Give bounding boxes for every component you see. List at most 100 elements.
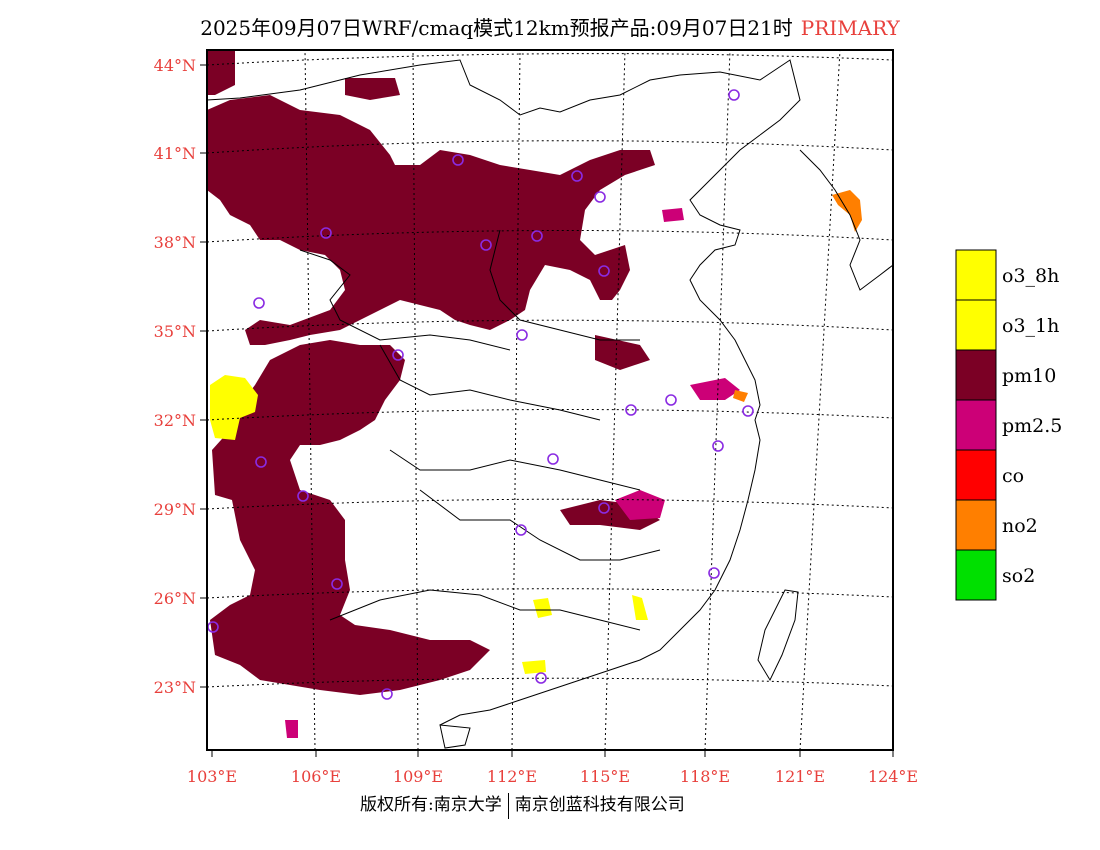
legend-label: co (1002, 465, 1024, 487)
latitude-labels: 44°N 41°N 38°N 35°N 32°N 29°N 26°N 23°N (154, 56, 196, 697)
station-marker (531, 230, 543, 242)
lat-label: 41°N (154, 144, 196, 163)
station-marker (571, 170, 583, 182)
coastline (439, 134, 761, 726)
legend-swatch-o3-8h (955, 249, 997, 301)
legend-label: pm10 (1002, 365, 1056, 387)
legend-swatch-o3-1h (955, 299, 997, 351)
pm10-region-west (210, 340, 490, 695)
station-marker (515, 524, 527, 536)
pm10-region-north-cap (207, 50, 235, 95)
meridian-118e (704, 50, 731, 750)
lon-label: 109°E (393, 767, 443, 786)
meridian-115e (604, 50, 626, 750)
lat-label: 29°N (154, 500, 196, 519)
title-main: 2025年09月07日WRF/cmaq模式12km预报产品:09月07日21时 (200, 16, 793, 40)
station-marker (535, 672, 547, 684)
o3-patch-coast (522, 660, 546, 674)
station-marker (320, 227, 332, 239)
footer-divider (507, 792, 509, 819)
graticule (207, 50, 893, 750)
map-frame (206, 49, 894, 751)
province-border-5 (489, 229, 640, 341)
taiwan-island (757, 589, 799, 682)
station-marker (594, 191, 606, 203)
pm10-region-northwest-blob (345, 78, 400, 100)
legend-swatch-no2 (955, 499, 997, 551)
map-title: 2025年09月07日WRF/cmaq模式12km预报产品:09月07日21时 P… (0, 12, 1100, 41)
lon-label: 124°E (868, 767, 918, 786)
national-border-north (207, 59, 801, 136)
station-marker (297, 490, 309, 502)
no2-patch-shanghai (733, 390, 748, 402)
station-marker (712, 440, 724, 452)
copyright-company: 南京创蓝科技有限公司 (514, 795, 685, 815)
legend-swatch-pm25 (955, 399, 997, 451)
boundaries (207, 59, 893, 749)
meridian-121e (799, 50, 841, 750)
station-marker (480, 239, 492, 251)
station-marker (708, 567, 720, 579)
station-marker (598, 265, 610, 277)
pollution-field-layer (207, 50, 862, 738)
o3-patch-west (210, 375, 258, 440)
station-marker (665, 394, 677, 406)
lon-label: 106°E (291, 767, 341, 786)
lon-label: 118°E (680, 767, 730, 786)
copyright-footer: 版权所有:南京大学 南京创蓝科技有限公司 (360, 790, 685, 819)
legend-label: no2 (1002, 515, 1038, 537)
station-marker (452, 154, 464, 166)
legend-label: so2 (1002, 565, 1035, 587)
o3-patch-guangdong (632, 595, 648, 620)
hainan-island (439, 724, 471, 749)
station-marker (392, 349, 404, 361)
meridian-112e (511, 50, 521, 750)
province-border-4 (419, 489, 661, 561)
longitude-labels: 103°E 106°E 109°E 112°E 115°E 118°E 121°… (187, 767, 918, 786)
province-border-6 (329, 589, 641, 631)
parallel-44n (207, 53, 893, 66)
station-marker (381, 688, 393, 700)
meridian-106e (304, 50, 316, 750)
pm25-patch-south (285, 720, 298, 738)
station-marker (547, 453, 559, 465)
lon-label: 121°E (775, 767, 825, 786)
lat-label: 38°N (154, 233, 196, 252)
legend-swatch-pm10 (955, 349, 997, 401)
pm25-patch-jiangsu (690, 378, 740, 400)
lat-label: 44°N (154, 56, 196, 75)
station-marker (253, 297, 265, 309)
lat-label: 23°N (154, 678, 196, 697)
meridian-109e (412, 50, 419, 750)
lat-label: 26°N (154, 589, 196, 608)
station-marker (625, 404, 637, 416)
province-border-3 (389, 449, 641, 491)
pm25-patch-east (615, 490, 665, 520)
province-border-2 (379, 344, 601, 421)
province-border-1 (299, 249, 511, 351)
legend-label: o3_1h (1002, 315, 1059, 337)
lon-label: 103°E (187, 767, 237, 786)
station-marker (728, 89, 740, 101)
tick-marks (200, 64, 894, 757)
legend-label: pm2.5 (1002, 415, 1062, 437)
korea-coast (799, 149, 893, 291)
lat-label: 32°N (154, 411, 196, 430)
copyright-owner: 版权所有:南京大学 (360, 795, 502, 815)
legend-swatch-co (955, 449, 997, 501)
station-marker (742, 405, 754, 417)
no2-patch-liaoning (832, 190, 862, 232)
pm10-region-north (207, 95, 655, 345)
pm25-patch-hebei (662, 208, 684, 222)
station-marker (331, 578, 343, 590)
station-markers (207, 89, 754, 700)
legend-swatch-so2 (955, 549, 997, 601)
pm10-region-central-east (595, 335, 650, 370)
legend-label: o3_8h (1002, 265, 1059, 287)
lat-label: 35°N (154, 322, 196, 341)
legend: o3_8h o3_1h pm10 pm2.5 co no2 so2 (955, 249, 1062, 601)
lon-label: 112°E (487, 767, 537, 786)
station-marker (598, 502, 610, 514)
o3-patch-guangxi (533, 598, 552, 618)
